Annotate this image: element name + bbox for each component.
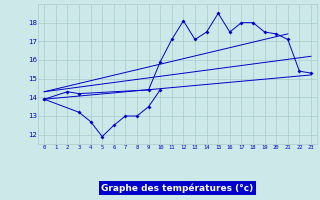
Text: Graphe des températures (°c): Graphe des températures (°c) [101, 183, 254, 193]
